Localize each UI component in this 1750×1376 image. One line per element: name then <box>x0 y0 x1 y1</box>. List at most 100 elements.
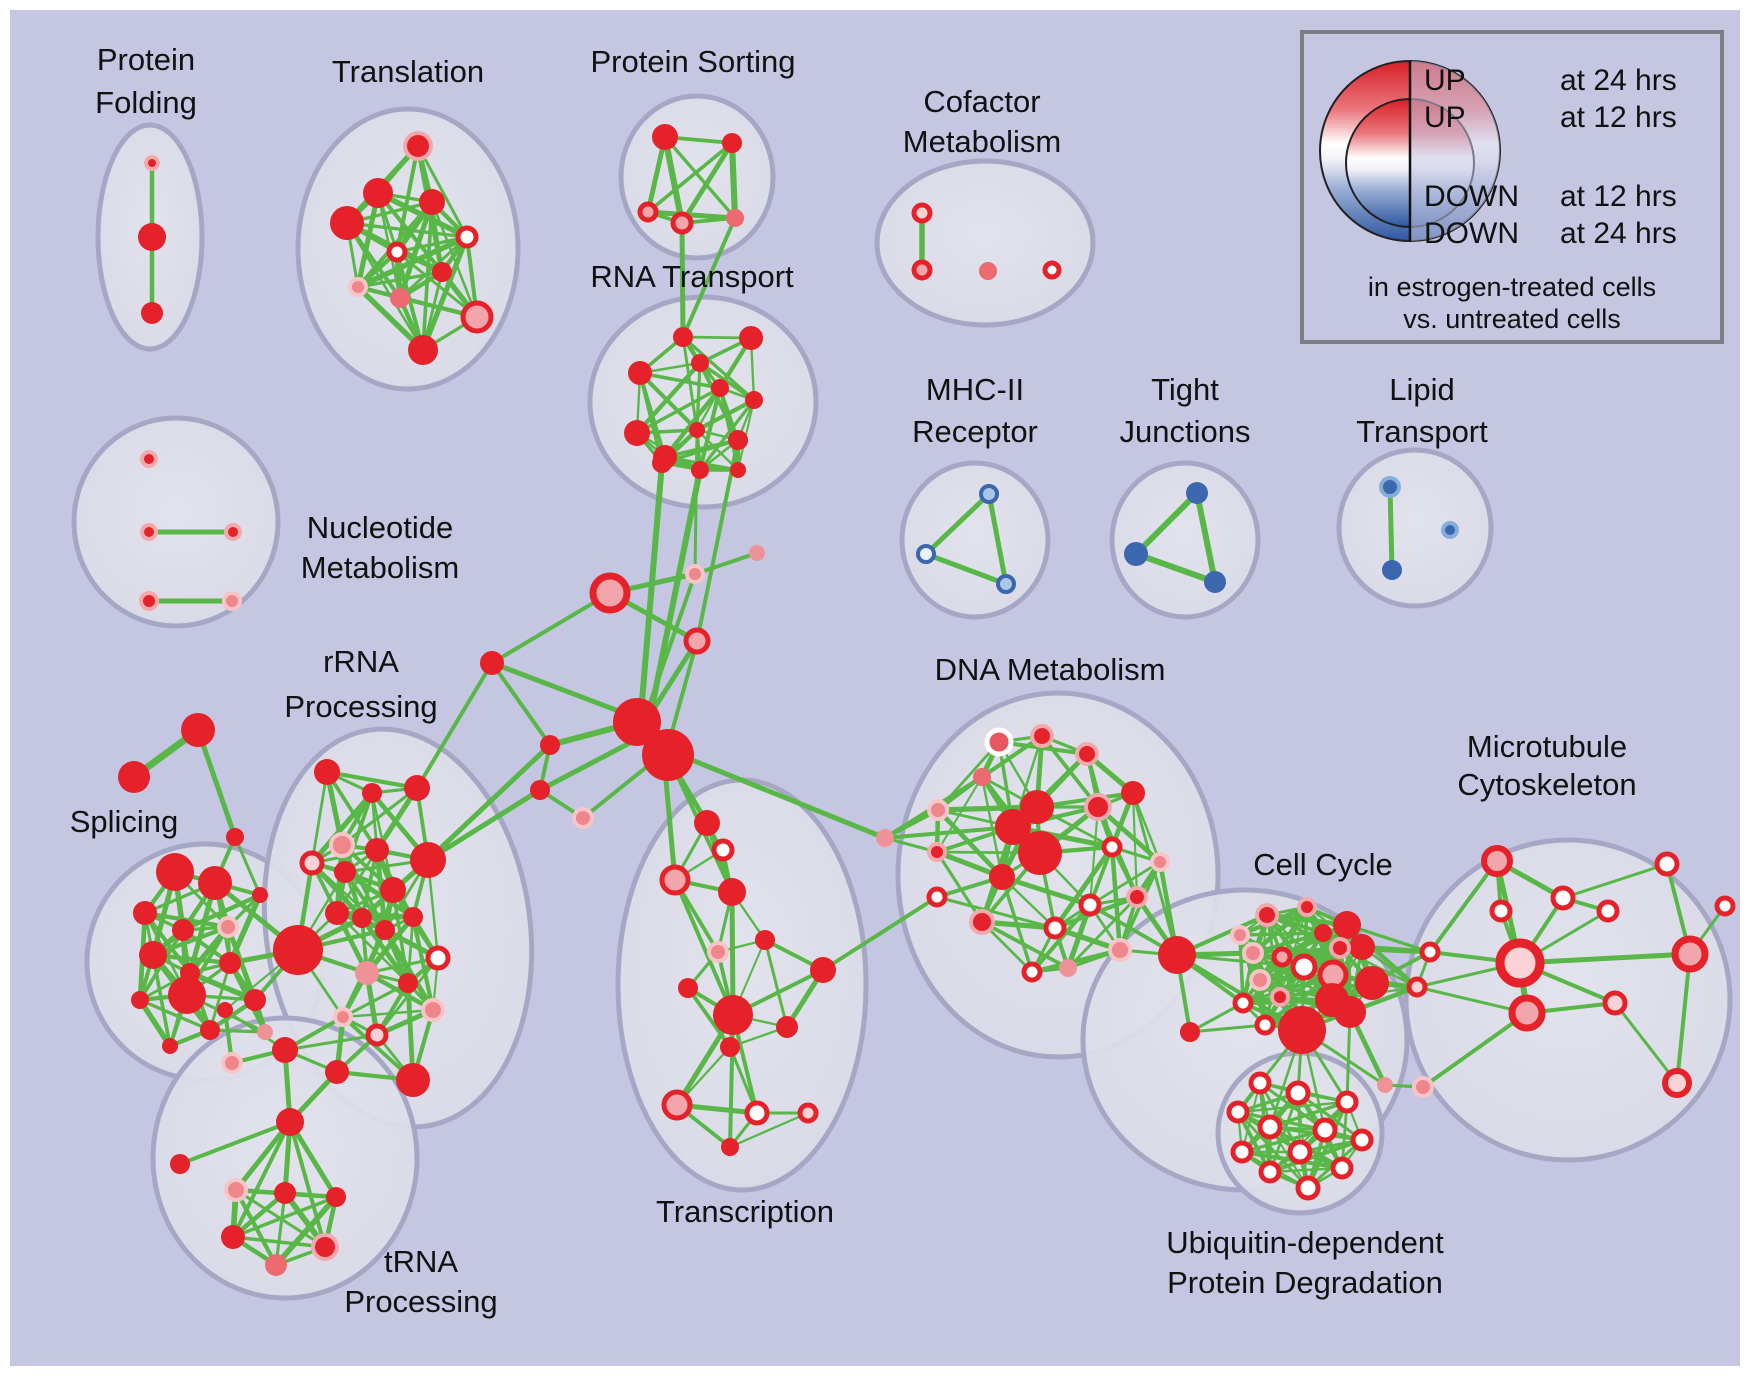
edge <box>679 140 735 226</box>
edge <box>1238 931 1325 937</box>
gene-node-red <box>678 978 698 998</box>
edge <box>986 491 1009 587</box>
edge <box>345 221 469 239</box>
gene-node-red <box>711 379 729 397</box>
legend-caption: in estrogen-treated cells <box>1368 272 1656 302</box>
edge <box>430 200 479 319</box>
edge <box>425 787 543 863</box>
edge <box>1675 952 1692 1085</box>
gene-node-red <box>172 919 194 941</box>
legend-caption: vs. untreated cells <box>1403 304 1621 334</box>
gene-node-ring-white <box>1287 1139 1313 1165</box>
cluster-label-protein-sorting: Protein Sorting <box>590 44 795 79</box>
gene-node-ring-pink <box>911 259 933 281</box>
edge <box>821 895 939 972</box>
gene-node-blue <box>1124 542 1148 566</box>
cluster-label-mhc-ii-receptor: MHC-II <box>926 372 1024 407</box>
edge <box>695 428 740 472</box>
edge <box>1109 844 1123 953</box>
gene-node-halo-red <box>927 842 947 862</box>
gene-node-pink <box>257 1024 273 1040</box>
edge <box>645 209 738 221</box>
gene-node-red <box>1334 996 1366 1028</box>
gene-node-red <box>217 1002 233 1018</box>
cluster-label-rrna-processing: Processing <box>284 689 437 724</box>
legend-direction-label: UP <box>1424 64 1466 97</box>
gene-node-halo-pink <box>421 998 445 1022</box>
cluster-label-cofactor-metabolism: Metabolism <box>903 124 1062 159</box>
edge <box>288 1120 327 1249</box>
legend-box <box>1300 30 1724 344</box>
gene-node-ring-white <box>1254 1014 1276 1036</box>
gene-node-red <box>181 713 215 747</box>
gene-node-red <box>334 861 356 883</box>
gene-node-halo-red <box>224 523 242 541</box>
gene-node-ring-white <box>1596 899 1620 923</box>
edge <box>310 770 329 865</box>
edge <box>273 1194 339 1268</box>
edge <box>686 986 732 1049</box>
edge <box>1268 1166 1344 1174</box>
gene-node-halo-red <box>140 450 158 468</box>
edge <box>1052 844 1115 931</box>
gene-node-red <box>198 866 232 900</box>
cluster-label-nucleotide-metabolism: Metabolism <box>301 550 460 585</box>
edge <box>646 141 734 214</box>
gene-node-ring-pink <box>1271 946 1293 968</box>
edge <box>1133 551 1218 585</box>
gene-node-ring-white <box>1230 1140 1254 1164</box>
gene-node-red <box>274 1182 296 1204</box>
gene-node-halo-pink <box>1230 925 1250 945</box>
gene-node-blue-halo <box>1441 521 1459 539</box>
edge <box>669 749 888 841</box>
legend-direction-label: DOWN <box>1424 180 1519 213</box>
cluster-label-cofactor-metabolism: Cofactor <box>923 84 1040 119</box>
edge <box>763 938 789 1029</box>
cluster-label-rna-transport: RNA Transport <box>590 259 794 294</box>
gene-node-white-ring-red <box>984 727 1014 757</box>
gene-node-red <box>728 430 748 450</box>
edge <box>233 1119 293 1193</box>
edge <box>1131 791 1179 957</box>
edge <box>410 914 436 1013</box>
edge <box>1345 923 1432 954</box>
gene-node-ring-white <box>1042 260 1062 280</box>
gene-node-ring-white <box>1312 1117 1338 1143</box>
edge <box>355 190 381 290</box>
gene-node-halo-pink <box>222 591 242 611</box>
gene-node-ring-white <box>386 241 408 263</box>
gene-node-ring-pale <box>911 202 933 224</box>
edge <box>1236 1110 1310 1190</box>
gene-node-halo-pink <box>224 1178 248 1202</box>
gene-node-red <box>1158 936 1196 974</box>
edge <box>923 491 992 557</box>
gene-node-red <box>139 941 167 969</box>
gene-node-red <box>314 759 340 785</box>
gene-node-red <box>776 1016 798 1038</box>
gene-node-red <box>1278 1006 1326 1054</box>
edge <box>490 591 612 665</box>
gene-node-halo-pink <box>221 1052 243 1074</box>
edge <box>697 385 723 473</box>
gene-node-red <box>131 991 149 1009</box>
edge <box>729 889 736 1018</box>
gene-node-pink <box>1377 1077 1393 1093</box>
gene-node-red <box>721 1138 739 1156</box>
gene-node-ring-white <box>1335 1090 1359 1114</box>
gene-node-red <box>1349 934 1375 960</box>
edge <box>425 742 553 863</box>
gene-node-red <box>326 1187 346 1207</box>
gene-node-blue <box>1186 482 1208 504</box>
gene-node-red <box>330 206 364 240</box>
gene-node-halo-pink <box>1108 938 1132 962</box>
legend-time-label: at 24 hrs <box>1560 217 1677 250</box>
gene-node-ring-white <box>1101 836 1123 858</box>
gene-node-red <box>362 783 382 803</box>
edge <box>1387 484 1395 573</box>
gene-node-red <box>325 901 349 925</box>
edge <box>1066 895 1139 970</box>
gene-node-red <box>352 908 372 928</box>
gene-node-ring-pink <box>1481 845 1513 877</box>
edge <box>341 1008 435 1019</box>
edge <box>356 270 444 289</box>
